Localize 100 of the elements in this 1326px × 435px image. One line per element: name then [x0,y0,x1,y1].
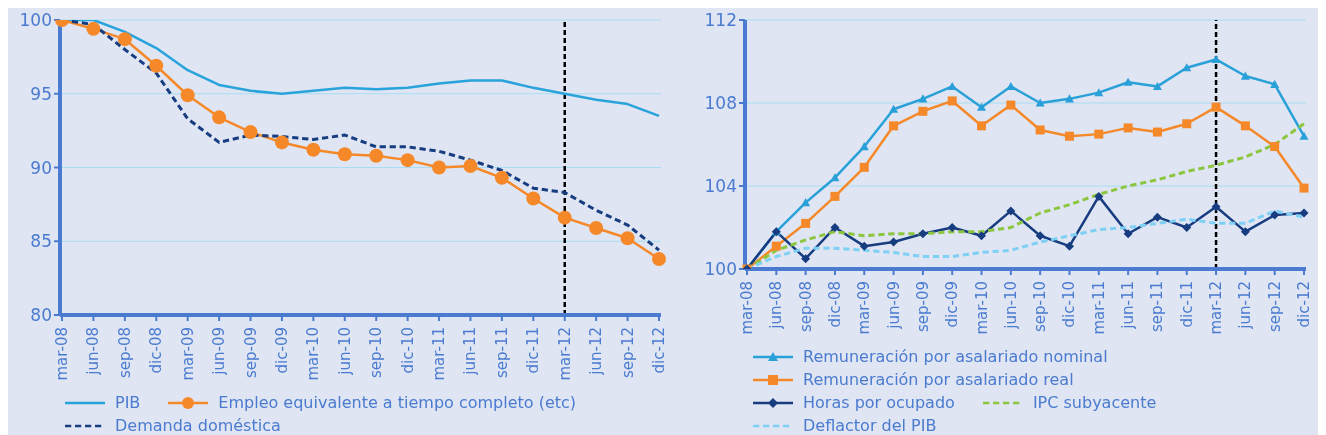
x-tick-label: jun-08 [767,281,786,330]
x-tick-label: dic-11 [524,327,543,374]
point [274,135,289,150]
point [1006,81,1016,90]
legend-label: Demanda doméstica [115,416,281,435]
point [589,220,604,235]
point [243,125,258,140]
point [1299,131,1309,140]
point [889,104,899,113]
x-tick-label: jun-09 [884,281,903,330]
x-tick-label: mar-08 [53,327,71,381]
point [859,142,869,151]
point [86,21,101,36]
x-tick-label: dic-12 [1295,281,1313,328]
point [1064,94,1074,103]
point [977,121,987,131]
y-tick-label: 80 [30,305,52,326]
point [1240,71,1250,80]
x-tick-label: mar-12 [1207,281,1226,335]
point [180,88,195,103]
x-tick-label: jun-08 [84,327,103,376]
legend-label: PIB [115,393,141,412]
point [1152,81,1162,90]
point [463,159,478,174]
point [947,96,957,106]
point [859,162,869,172]
y-tick-label: 104 [704,176,737,197]
x-tick-label: dic-08 [147,327,166,374]
legend-label: Horas por ocupado [803,393,955,412]
x-tick-label: mar-11 [1089,281,1108,335]
x-tick-label: sep-12 [1265,281,1284,333]
x-tick-label: mar-09 [178,327,197,381]
point [1123,123,1133,133]
legend-label: Remuneración por asalariado real [803,370,1074,389]
x-tick-label: jun-10 [1001,281,1020,330]
x-tick-label: jun-12 [1236,281,1255,330]
x-tick-label: sep-09 [913,281,932,333]
x-tick-label: dic-09 [943,281,962,328]
point [306,142,321,157]
point [369,148,384,163]
y-tick-label: 108 [704,93,737,114]
point [1182,63,1192,72]
legend-label: Empleo equivalente a tiempo completo (etc) [218,393,577,412]
legend-label: Remuneración por asalariado nominal [803,347,1108,366]
legend-label: Deflactor del PIB [803,416,937,435]
x-tick-label: dic-10 [398,327,417,374]
point [149,58,164,73]
point [1299,183,1309,193]
point [620,231,635,246]
point [1006,100,1016,110]
point [337,147,352,162]
point [1123,77,1133,86]
x-tick-label: mar-12 [555,327,574,381]
point [1211,54,1221,64]
x-tick-label: jun-09 [210,327,229,376]
y-tick-label: 90 [30,157,52,178]
point [1094,129,1104,139]
x-tick-label: sep-11 [1148,281,1167,333]
x-tick-label: dic-08 [825,281,844,328]
x-tick-label: sep-08 [796,281,815,333]
x-tick-label: sep-10 [1031,281,1050,333]
x-tick-label: sep-12 [618,327,637,379]
point [1035,98,1045,107]
point [1182,119,1192,129]
point [947,81,957,90]
point [1064,131,1074,141]
point [1094,88,1104,97]
point [1035,125,1045,135]
point [977,102,987,111]
point [557,210,572,225]
x-tick-label: sep-08 [115,327,134,379]
point [652,251,666,266]
point [1240,121,1250,131]
y-tick-label: 100 [704,259,737,280]
point [1211,102,1221,112]
y-tick-label: 112 [704,10,737,31]
x-tick-label: jun-12 [587,327,606,376]
x-tick-label: jun-11 [461,327,480,376]
point [1152,127,1162,137]
x-tick-label: dic-09 [272,327,291,374]
x-tick-label: sep-10 [367,327,386,379]
point [432,160,447,175]
point [1270,142,1280,152]
point [830,173,840,182]
point [526,191,541,206]
x-tick-label: jun-11 [1119,281,1138,330]
legend-label: IPC subyacente [1032,393,1157,412]
x-tick-label: mar-10 [972,281,991,335]
point [889,121,899,131]
x-tick-label: mar-09 [855,281,874,335]
x-tick-label: dic-10 [1060,281,1079,328]
point [1270,79,1280,88]
point [494,170,509,185]
x-tick-label: sep-11 [492,327,511,379]
point [918,94,928,103]
x-tick-label: jun-10 [335,327,354,376]
point [400,153,415,168]
x-tick-label: mar-10 [304,327,323,381]
y-tick-label: 95 [30,83,52,104]
x-tick-label: mar-11 [430,327,449,381]
